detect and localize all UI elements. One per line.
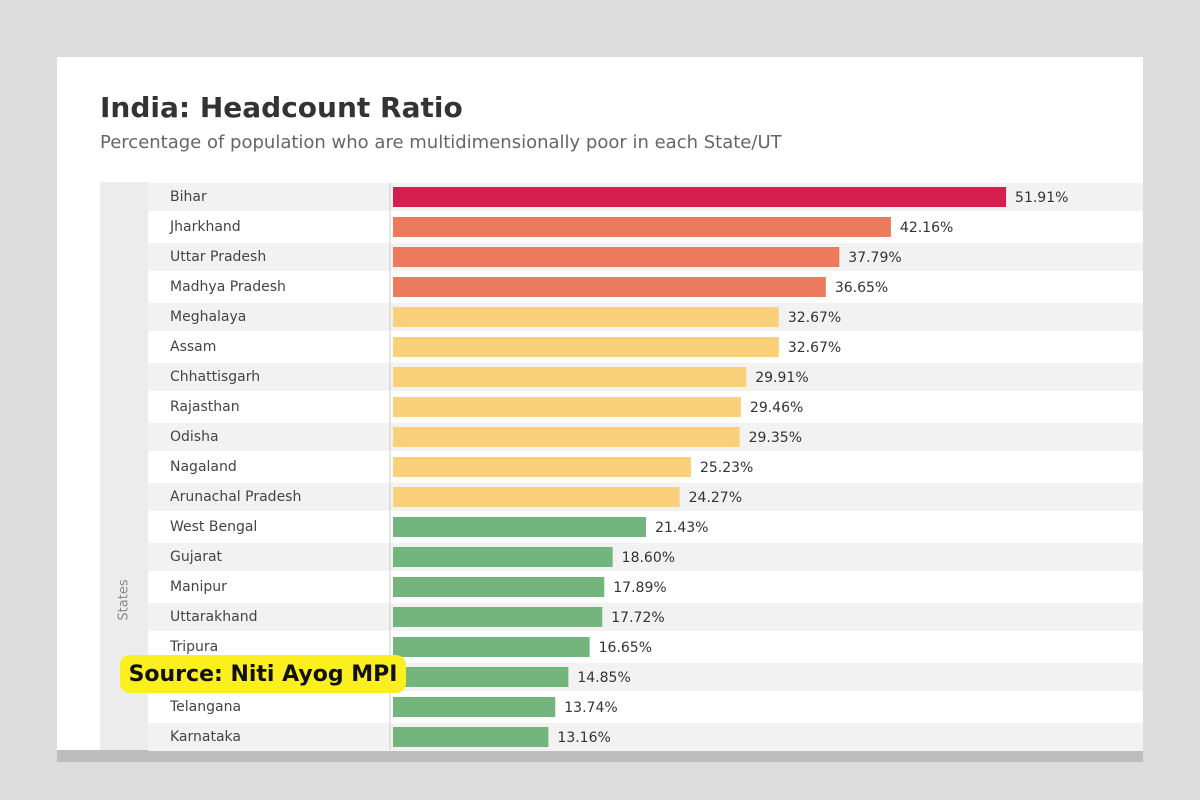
value-label: 37.79% [848,250,901,266]
value-label: 21.43% [655,520,708,536]
chart-subtitle: Percentage of population who are multidi… [100,132,783,153]
chart-title: India: Headcount Ratio [100,91,463,124]
value-label: 51.91% [1015,190,1068,206]
value-label: 14.85% [577,670,630,686]
category-label: Bihar [170,189,207,205]
category-label: Gujarat [170,549,223,565]
bar [393,187,1007,207]
bar [393,637,590,657]
bar [393,277,826,297]
bar [393,667,569,687]
category-label: Rajasthan [170,399,240,415]
row-stripe [148,603,1143,631]
category-label: West Bengal [170,519,257,535]
category-label: Nagaland [170,459,237,475]
bar [393,517,647,537]
bar [393,727,549,747]
category-label: Telangana [169,699,241,715]
value-label: 24.27% [689,490,742,506]
source-badge [120,655,406,693]
category-label: Uttarakhand [170,609,257,625]
category-label: Karnataka [170,729,241,745]
bar [393,217,891,237]
bar [393,607,603,627]
bar [393,367,747,387]
value-label: 29.46% [750,400,803,416]
bar [393,697,556,717]
bar [393,577,605,597]
row-stripe [148,543,1143,571]
value-label: 36.65% [835,280,888,296]
y-axis-label: States [117,579,132,620]
value-label: 29.91% [755,370,808,386]
bar [393,247,840,267]
bar [393,427,740,447]
value-label: 32.67% [788,310,841,326]
value-label: 16.65% [599,640,652,656]
source-annotation: Source: Niti Ayog MPI [129,662,398,687]
value-label: 32.67% [788,340,841,356]
bar [393,397,741,417]
value-label: 29.35% [749,430,802,446]
value-label: 13.16% [557,730,610,746]
value-label: 17.72% [611,610,664,626]
category-label: Uttar Pradesh [170,249,266,265]
category-label: Madhya Pradesh [170,279,286,295]
value-label: 13.74% [564,700,617,716]
category-label: Chhattisgarh [170,369,260,385]
value-label: 42.16% [900,220,953,236]
category-label: Arunachal Pradesh [170,489,301,505]
value-label: 17.89% [613,580,666,596]
category-label: Tripura [169,639,218,655]
bar [393,337,779,357]
value-label: 18.60% [622,550,675,566]
card-shadow [57,750,1143,762]
category-label: Assam [170,339,216,355]
bar [393,547,613,567]
category-label: Jharkhand [169,219,241,235]
bar [393,487,680,507]
category-label: Manipur [170,579,227,595]
value-label: 25.23% [700,460,753,476]
bar [393,307,779,327]
row-stripe [148,723,1143,751]
category-label: Odisha [170,429,219,445]
category-label: Meghalaya [170,309,246,325]
marks: Bihar 51.91% Jharkhand 42.16% Uttar Pradesh 3… [169,187,1068,747]
bar [393,457,691,477]
